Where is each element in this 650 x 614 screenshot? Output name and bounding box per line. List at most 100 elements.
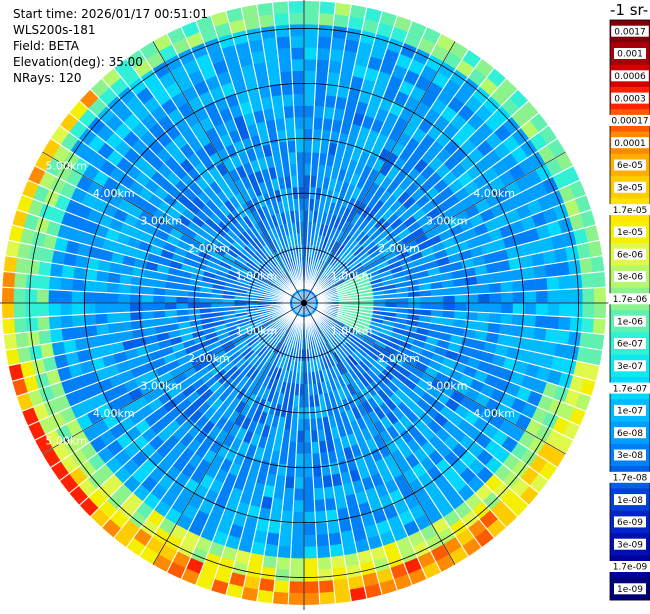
beta-cell: [569, 316, 583, 333]
range-ring-label: 2.00km: [188, 352, 230, 365]
beta-cell: [95, 280, 108, 293]
beta-cell: [290, 546, 305, 559]
beta-cell: [303, 500, 316, 513]
beta-cell: [547, 302, 560, 317]
instrument-label: WLS200s-181: [13, 23, 96, 37]
beta-cell: [593, 302, 606, 319]
beta-cell: [256, 2, 274, 17]
beta-cell: [38, 261, 52, 277]
beta-cell: [303, 151, 313, 164]
beta-cell: [557, 274, 571, 290]
beta-cell: [570, 302, 583, 318]
beta-cell: [295, 151, 305, 164]
colorbar-tick-label: 3e-07: [617, 362, 643, 372]
beta-cell: [152, 302, 165, 312]
beta-cell: [83, 291, 96, 304]
beta-cell: [295, 140, 305, 153]
beta-cell: [292, 511, 305, 524]
colorbar-tick-label: 1e-07: [617, 407, 643, 417]
beta-cell: [48, 289, 61, 304]
beta-cell: [556, 261, 570, 277]
beta-cell: [534, 277, 548, 291]
beta-cell: [317, 556, 333, 570]
beta-cell: [2, 302, 15, 319]
beta-cell: [59, 290, 73, 304]
beta-cell: [592, 271, 606, 288]
beta-cell: [592, 318, 606, 335]
beta-cell: [477, 311, 490, 323]
beta-cell: [279, 522, 293, 536]
beta-cell: [443, 302, 456, 312]
beta-cell: [312, 117, 324, 130]
beta-cell: [118, 293, 131, 304]
beta-cell: [60, 277, 74, 291]
beta-cell: [291, 70, 305, 83]
beta-cell: [303, 58, 317, 72]
range-ring-label: 1.00km: [236, 270, 278, 283]
colorbar-tick-label: 3e-06: [617, 273, 643, 283]
beta-cell: [284, 476, 296, 489]
beta-cell: [303, 488, 315, 501]
beta-cell: [118, 311, 131, 323]
beta-cell: [579, 257, 593, 275]
beta-cell: [294, 117, 305, 130]
range-ring-label: 1.00km: [331, 325, 373, 338]
beta-cell: [2, 271, 16, 288]
beta-cell: [258, 14, 276, 28]
beta-cell: [334, 589, 352, 604]
beta-cell: [535, 290, 549, 304]
beta-cell: [524, 290, 537, 304]
beta-cell: [36, 288, 49, 304]
colorbar-tick-label: 6e-06: [617, 250, 643, 260]
beta-cell: [581, 272, 595, 289]
beta-cell: [141, 294, 154, 304]
beta-cell: [547, 289, 560, 304]
colorbar-tick-label: 3e-09: [617, 540, 643, 550]
beta-cell: [26, 330, 41, 347]
beta-cell: [272, 1, 289, 15]
beta-cell: [2, 287, 15, 304]
beta-cell: [94, 302, 107, 315]
beta-cell: [332, 14, 350, 28]
beta-cell: [60, 315, 74, 329]
beta-cell: [303, 12, 320, 25]
colorbar-tick-label: 3e-08: [617, 451, 643, 461]
beta-cell: [316, 47, 331, 61]
beta-cell: [292, 82, 305, 95]
beta-cell: [3, 255, 18, 273]
radar-center: [301, 300, 307, 306]
beta-cell: [164, 302, 177, 311]
colorbar-tick-label: 1.7e-09: [613, 563, 648, 573]
beta-cell: [283, 105, 295, 119]
beta-cell: [38, 329, 52, 345]
beta-cell: [2, 318, 16, 335]
beta-cell: [316, 533, 330, 547]
beta-cell: [49, 328, 64, 344]
field-label: Field: BETA: [13, 39, 80, 53]
beta-cell: [334, 2, 352, 17]
beta-cell: [431, 302, 444, 311]
beta-cell: [501, 302, 514, 315]
beta-cell: [278, 59, 292, 73]
beta-cell: [106, 292, 119, 304]
beta-cell: [37, 316, 51, 332]
beta-cell: [569, 273, 583, 290]
nrays-label: NRays: 120: [13, 71, 82, 85]
beta-cell: [523, 278, 537, 292]
beta-cell: [260, 25, 277, 40]
range-ring-label: 2.00km: [378, 352, 420, 365]
beta-cell: [312, 476, 324, 489]
beta-cell: [106, 282, 120, 294]
beta-cell: [443, 294, 456, 304]
beta-cell: [303, 24, 319, 37]
beta-cell: [293, 488, 305, 501]
beta-cell: [283, 487, 295, 501]
beta-cell: [15, 331, 29, 349]
beta-cell: [292, 500, 305, 513]
beta-cell: [294, 476, 305, 489]
beta-cell: [279, 70, 293, 84]
beta-cell: [118, 302, 131, 313]
beta-cell: [524, 302, 537, 316]
beta-cell: [290, 47, 305, 60]
beta-cell: [118, 283, 131, 295]
